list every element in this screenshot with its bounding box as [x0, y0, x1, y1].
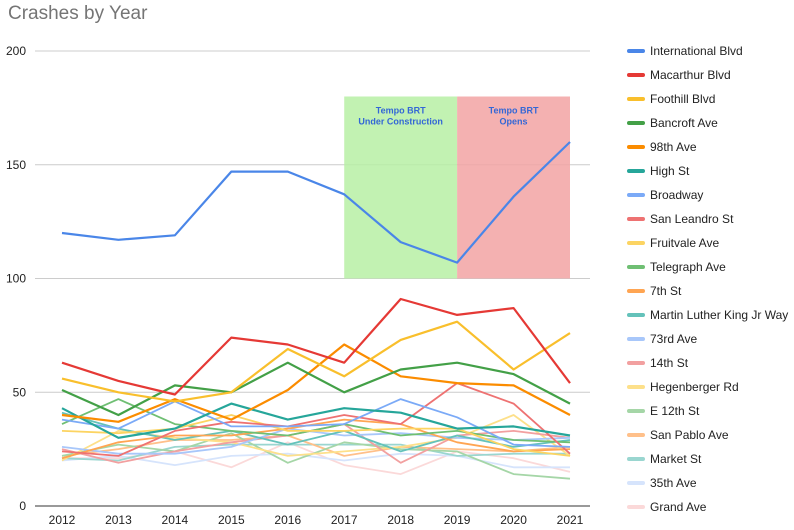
x-tick-label: 2013 — [105, 513, 132, 527]
chart-title: Crashes by Year — [8, 3, 148, 24]
y-axis-ticks: 0 50 100 150 200 — [6, 44, 26, 513]
legend-label: E 12th St — [650, 404, 700, 418]
legend-label: 98th Ave — [650, 140, 697, 154]
series-line-2 — [61, 320, 571, 403]
legend-label: 14th St — [650, 356, 689, 370]
x-tick-label: 2016 — [274, 513, 301, 527]
legend: International Blvd Macarthur Blvd Foothill… — [627, 44, 788, 514]
legend-label: Market St — [650, 452, 702, 466]
series-line-0 — [61, 141, 571, 264]
series-line-7 — [61, 382, 571, 457]
legend-label: Foothill Blvd — [650, 92, 715, 106]
legend-item[interactable]: Broadway — [627, 188, 703, 202]
legend-label: 35th Ave — [650, 476, 697, 490]
legend-label: 7th St — [650, 284, 682, 298]
legend-label: Macarthur Blvd — [650, 68, 731, 82]
legend-item[interactable]: Fruitvale Ave — [627, 236, 719, 250]
series-line-4 — [61, 343, 571, 423]
y-tick-label: 200 — [6, 44, 26, 58]
legend-item[interactable]: 35th Ave — [627, 476, 697, 490]
legend-label: Broadway — [650, 188, 703, 202]
y-tick-label: 50 — [13, 385, 27, 399]
legend-label: International Blvd — [650, 44, 743, 58]
legend-item[interactable]: 14th St — [627, 356, 689, 370]
series-line-5 — [61, 402, 571, 439]
legend-label: 73rd Ave — [650, 332, 697, 346]
y-tick-label: 100 — [6, 272, 26, 286]
legend-label: Fruitvale Ave — [650, 236, 719, 250]
x-tick-label: 2020 — [500, 513, 527, 527]
series-line-16 — [61, 434, 571, 457]
legend-label: Grand Ave — [650, 500, 707, 514]
series-line-6 — [61, 398, 571, 448]
legend-item[interactable]: High St — [627, 164, 690, 178]
legend-item[interactable]: San Leandro St — [627, 212, 734, 226]
x-tick-label: 2019 — [444, 513, 471, 527]
legend-item[interactable]: San Pablo Ave — [627, 428, 729, 442]
y-tick-label: 0 — [19, 499, 26, 513]
series-line-3 — [61, 361, 571, 417]
legend-item[interactable]: Martin Luther King Jr Way — [627, 308, 788, 322]
x-tick-label: 2021 — [557, 513, 584, 527]
legend-label: Hegenberger Rd — [650, 380, 739, 394]
legend-label: Bancroft Ave — [650, 116, 718, 130]
x-tick-label: 2015 — [218, 513, 245, 527]
annotation-label: Under Construction — [358, 117, 443, 127]
legend-item[interactable]: E 12th St — [627, 404, 700, 418]
legend-item[interactable]: 98th Ave — [627, 140, 697, 154]
y-tick-label: 150 — [6, 158, 26, 172]
legend-item[interactable]: Foothill Blvd — [627, 92, 715, 106]
legend-item[interactable]: 73rd Ave — [627, 332, 697, 346]
legend-label: High St — [650, 164, 690, 178]
annotation-label: Tempo BRT — [376, 106, 426, 116]
legend-item[interactable]: Telegraph Ave — [627, 260, 726, 274]
annotation-label: Opens — [500, 117, 528, 127]
legend-item[interactable]: 7th St — [627, 284, 682, 298]
legend-item[interactable]: Macarthur Blvd — [627, 68, 731, 82]
series-line-8 — [61, 414, 571, 457]
annotation-label: Tempo BRT — [489, 106, 539, 116]
annotation-band — [344, 96, 458, 279]
legend-item[interactable]: Hegenberger Rd — [627, 380, 739, 394]
x-axis-ticks: 2012 2013 2014 2015 2016 2017 2018 2019 2020 2021 — [49, 513, 584, 527]
legend-item[interactable]: Market St — [627, 452, 702, 466]
x-tick-label: 2012 — [49, 513, 76, 527]
annotation-band — [457, 96, 570, 279]
legend-label: Martin Luther King Jr Way — [650, 308, 788, 322]
legend-item[interactable]: Grand Ave — [627, 500, 707, 514]
series-line-15 — [61, 432, 571, 480]
legend-item[interactable]: Bancroft Ave — [627, 116, 718, 130]
series-lines — [61, 141, 571, 480]
x-tick-label: 2017 — [331, 513, 358, 527]
legend-label: Telegraph Ave — [650, 260, 726, 274]
legend-label: San Pablo Ave — [650, 428, 729, 442]
legend-item[interactable]: International Blvd — [627, 44, 743, 58]
series-line-10 — [61, 418, 571, 460]
x-tick-label: 2018 — [387, 513, 414, 527]
series-line-1 — [61, 297, 571, 396]
series-line-18 — [61, 452, 570, 469]
legend-label: San Leandro St — [650, 212, 734, 226]
x-tick-label: 2014 — [162, 513, 189, 527]
